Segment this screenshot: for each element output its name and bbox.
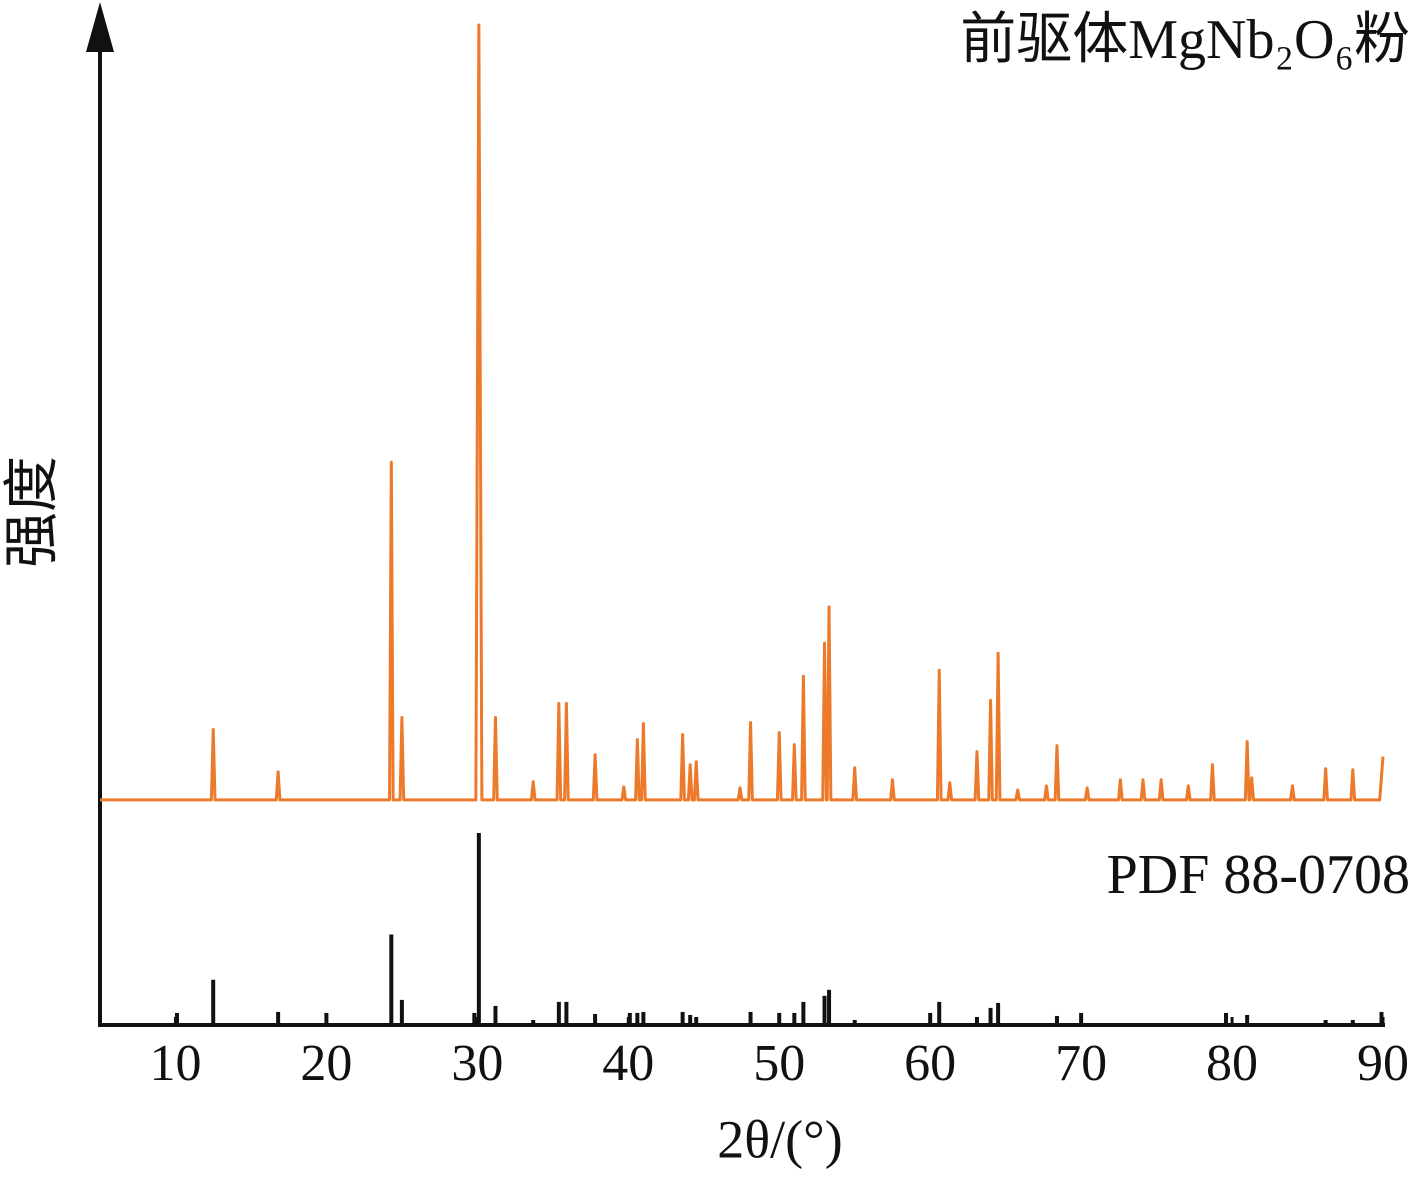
x-tick-label: 10 [149,1035,201,1092]
x-tick-label: 80 [1206,1035,1258,1092]
series-label: 前驱体MgNb₂O₆粉 [960,9,1410,71]
x-tick-label: 40 [602,1035,654,1092]
series-label: PDF 88-0708 [1107,844,1410,906]
x-tick-label: 20 [300,1035,352,1092]
y-axis-arrow [86,2,114,52]
x-axis-label: 2θ/(°) [717,1109,842,1169]
x-tick-label: 30 [451,1035,503,1092]
x-tick-label: 50 [753,1035,805,1092]
x-tick-label: 60 [904,1035,956,1092]
x-tick-label: 90 [1357,1035,1409,1092]
y-axis-label: 强度 [2,456,64,568]
x-tick-label: 70 [1055,1035,1107,1092]
xrd-pattern [100,23,1385,802]
